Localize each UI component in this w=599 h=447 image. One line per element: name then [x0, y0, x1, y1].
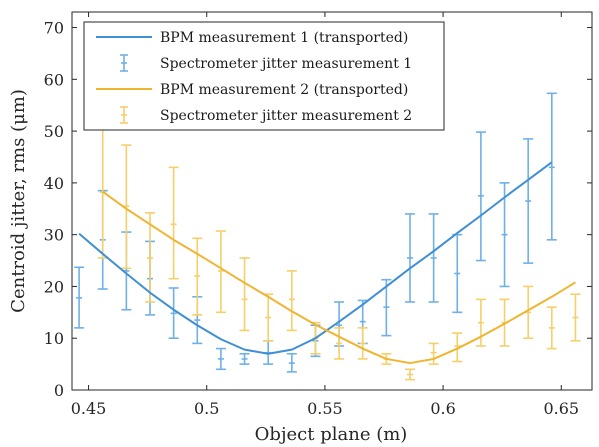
errorbar-point — [168, 166, 179, 280]
x-tick-label: 0.45 — [71, 399, 107, 418]
axes-layer: 0.45 0.5 0.55 0.6 0.65 0 10 20 30 40 50 60 70 — [44, 11, 593, 418]
errorbar-point — [286, 270, 297, 332]
y-tick-label: 10 — [44, 329, 64, 348]
legend-label: Spectrometer jitter measurement 1 — [160, 56, 412, 72]
errorbar-point — [121, 144, 132, 270]
errorbar-point — [215, 347, 226, 371]
y-tick-label: 60 — [44, 70, 64, 89]
legend: BPM measurement 1 (transported) Spectrome… — [83, 21, 445, 131]
x-tick-label: 0.6 — [430, 399, 455, 418]
series-line-3 — [102, 190, 576, 365]
errorbar-point — [357, 327, 368, 360]
errorbar-point — [239, 352, 250, 365]
errorbar-point — [546, 92, 557, 241]
y-tick-label: 0 — [54, 381, 64, 400]
legend-box — [83, 21, 445, 131]
series-line-1 — [78, 161, 553, 355]
legend-item: Spectrometer jitter measurement 2 — [120, 106, 412, 124]
errorbar-point — [428, 213, 439, 303]
x-tick-label: 0.65 — [543, 399, 579, 418]
legend-label: Spectrometer jitter measurement 2 — [160, 108, 412, 124]
errorbar-point — [405, 368, 415, 381]
errorbar-point — [192, 237, 203, 316]
legend-item: Spectrometer jitter measurement 1 — [120, 54, 412, 72]
x-tick-label: 0.55 — [307, 399, 343, 418]
errorbar-point — [239, 257, 250, 332]
errorbar-point — [334, 327, 345, 360]
errorbar-point — [286, 352, 297, 373]
y-tick-label: 20 — [44, 277, 64, 296]
errorbar-point — [499, 182, 510, 288]
legend-item: BPM measurement 2 (transported) — [96, 82, 408, 98]
errorbar-point — [452, 332, 463, 363]
errorbar-point — [145, 212, 155, 303]
errorbar-point — [475, 131, 486, 262]
legend-label: BPM measurement 2 (transported) — [160, 82, 408, 98]
y-tick-label: 70 — [44, 19, 64, 38]
errorbar-point — [381, 278, 392, 337]
errorbar-point — [168, 287, 179, 340]
plot-frame — [71, 11, 593, 391]
errorbar-point — [523, 138, 534, 264]
errorbar-point — [546, 306, 557, 350]
y-tick-label: 50 — [44, 122, 64, 141]
errorbar-point — [475, 298, 486, 347]
x-tick-label: 0.5 — [194, 399, 219, 418]
errorbar-point — [215, 230, 226, 314]
errorbar-point — [428, 342, 439, 365]
errorbar-point — [405, 213, 415, 303]
legend-item: BPM measurement 1 (transported) — [96, 30, 408, 46]
y-axis-label: Centroid jitter, rms (μm) — [8, 89, 29, 313]
y-tick-label: 40 — [44, 174, 64, 193]
legend-label: BPM measurement 1 (transported) — [160, 30, 408, 46]
y-tick-label: 30 — [44, 226, 64, 245]
errorbar-point — [74, 266, 85, 329]
x-axis-label: Object plane (m) — [255, 424, 408, 445]
series-layer — [74, 92, 581, 381]
errorbar-point — [570, 293, 581, 342]
